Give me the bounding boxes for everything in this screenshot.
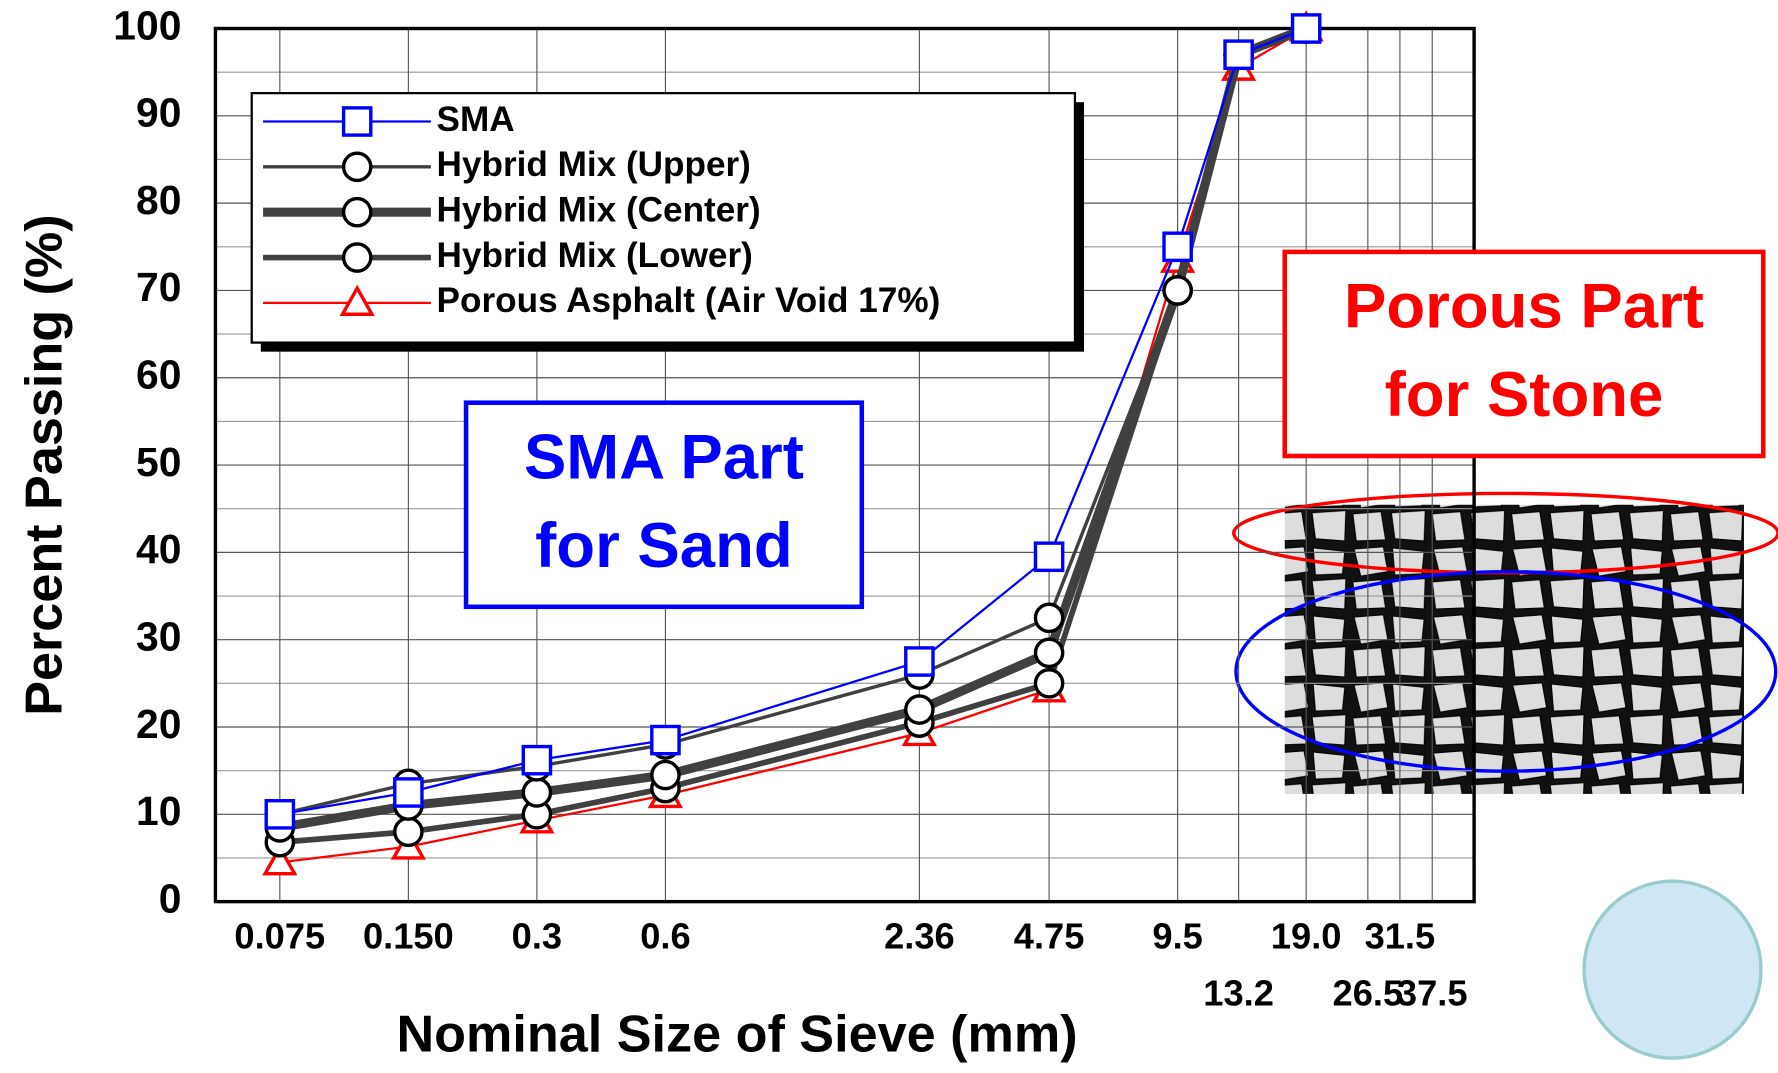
- marker: [339, 284, 375, 316]
- x-tick-label: 13.2: [1203, 972, 1274, 1013]
- legend-box: [250, 92, 1077, 344]
- marker: [521, 744, 553, 776]
- marker: [904, 646, 935, 677]
- marker: [904, 694, 935, 725]
- annotation-box: [463, 400, 865, 610]
- marker: [1290, 13, 1322, 44]
- y-tick-label: 10: [136, 788, 181, 834]
- marker: [650, 724, 681, 756]
- marker: [262, 844, 298, 876]
- marker: [650, 759, 681, 791]
- y-tick-label: 80: [136, 177, 181, 223]
- x-tick-label: 9.5: [1152, 916, 1202, 957]
- marker: [341, 196, 373, 228]
- annotation-text: SMA Part: [524, 422, 804, 492]
- y-tick-label: 100: [113, 2, 181, 48]
- marker: [1033, 637, 1065, 669]
- annotation-text: for Sand: [535, 511, 793, 581]
- marker: [1162, 231, 1193, 263]
- marker: [393, 777, 424, 808]
- x-tick-label: 4.75: [1014, 916, 1085, 957]
- marker: [1162, 275, 1193, 306]
- legend-label: Hybrid Mix (Upper): [437, 145, 751, 184]
- marker: [1033, 541, 1065, 573]
- y-tick-label: 90: [136, 90, 181, 136]
- y-axis-title: Percent Passing (%): [15, 214, 73, 715]
- plot-frame: [213, 26, 1476, 904]
- y-tick-label: 40: [136, 526, 181, 572]
- marker: [341, 242, 373, 273]
- marker: [521, 777, 553, 808]
- annotation-text: for Stone: [1385, 360, 1664, 430]
- x-tick-label: 0.075: [234, 916, 325, 957]
- x-tick-label: 26.5: [1333, 972, 1404, 1013]
- x-tick-label: 31.5: [1365, 916, 1436, 957]
- legend-label: SMA: [437, 100, 515, 139]
- y-tick-label: 60: [136, 352, 181, 398]
- x-axis-title: Nominal Size of Sieve (mm): [397, 1005, 1078, 1063]
- y-tick-label: 50: [136, 439, 181, 485]
- marker: [1033, 602, 1065, 634]
- y-tick-label: 30: [136, 613, 181, 659]
- legend-label: Hybrid Mix (Center): [437, 190, 761, 229]
- marker: [1033, 668, 1065, 699]
- marker: [341, 151, 373, 183]
- marker: [264, 799, 296, 830]
- x-tick-label: 2.36: [884, 916, 955, 957]
- y-tick-label: 70: [136, 264, 181, 310]
- legend-label: Hybrid Mix (Lower): [437, 236, 753, 275]
- annotation-box: [1282, 249, 1766, 459]
- y-tick-label: 0: [159, 875, 182, 921]
- legend-label: Porous Asphalt (Air Void 17%): [437, 281, 941, 320]
- x-tick-label: 0.150: [363, 916, 454, 957]
- legend: SMA Hybrid Mix (Upper) Hybrid Mix (Center)…: [250, 92, 1085, 352]
- marker: [1223, 39, 1254, 71]
- x-tick-label: 0.6: [640, 916, 690, 957]
- marker: [341, 106, 373, 137]
- annotation-text: Porous Part: [1344, 272, 1704, 342]
- x-tick-label: 37.5: [1397, 972, 1468, 1013]
- y-tick-label: 20: [136, 701, 181, 747]
- logo: [1582, 879, 1763, 1060]
- x-tick-label: 19.0: [1271, 916, 1342, 957]
- stone-illustration: [1232, 491, 1778, 794]
- marker: [393, 816, 424, 848]
- x-tick-label: 0.3: [512, 916, 562, 957]
